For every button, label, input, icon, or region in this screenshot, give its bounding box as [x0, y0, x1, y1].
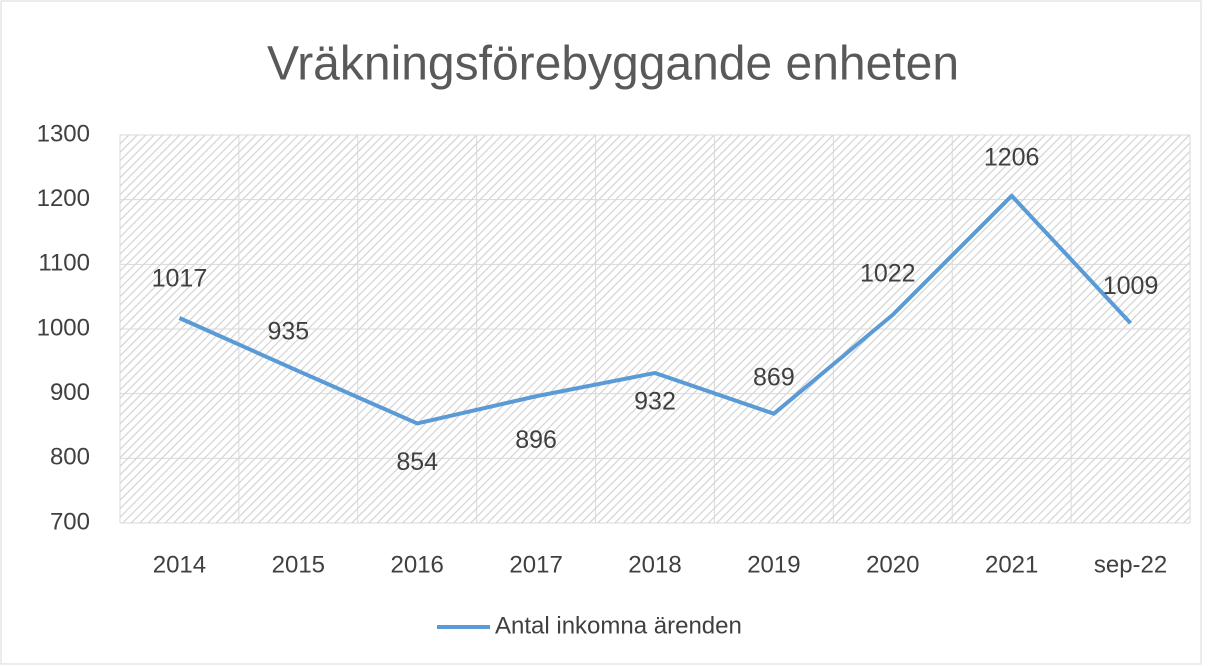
- data-label: 896: [515, 426, 557, 454]
- data-label: 869: [753, 363, 795, 391]
- y-tick-label: 1000: [37, 314, 90, 341]
- chart-title: Vräkningsförebyggande enheten: [267, 38, 959, 91]
- y-tick-label: 1300: [37, 120, 90, 147]
- y-tick-label: 800: [50, 444, 90, 471]
- data-label: 1009: [1103, 272, 1159, 300]
- x-tick-label: sep-22: [1094, 551, 1167, 578]
- data-label: 1017: [152, 265, 208, 293]
- x-tick-label: 2021: [985, 551, 1038, 578]
- y-tick-label: 1100: [38, 250, 90, 277]
- x-tick-label: 2019: [747, 551, 800, 578]
- data-label: 932: [634, 388, 676, 416]
- x-tick-label: 2020: [866, 551, 919, 578]
- data-label: 1022: [860, 259, 916, 287]
- legend-label: Antal inkomna ärenden: [495, 612, 742, 639]
- series-line: [178, 193, 1133, 426]
- data-label: 935: [267, 318, 309, 346]
- x-tick-label: 2016: [391, 551, 444, 578]
- x-tick-label: 2015: [272, 551, 325, 578]
- data-label: 1206: [984, 143, 1040, 171]
- y-tick-label: 900: [50, 379, 90, 406]
- y-tick-label: 700: [50, 508, 90, 535]
- x-tick-label: 2017: [509, 551, 562, 578]
- data-label: 854: [396, 448, 438, 476]
- y-tick-label: 1200: [37, 185, 90, 212]
- x-tick-label: 2014: [153, 551, 206, 578]
- x-tick-label: 2018: [628, 551, 681, 578]
